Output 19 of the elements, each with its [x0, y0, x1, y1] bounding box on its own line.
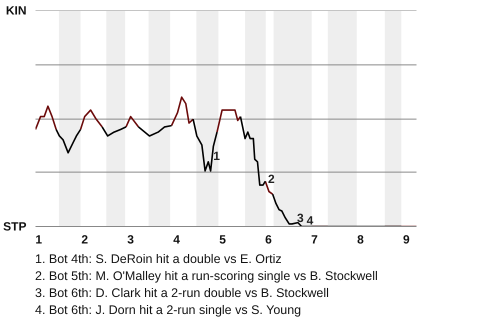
- text: 3. Bot 6th: D. Clark hit a 2-run double vs B. Stockwell: [35, 285, 330, 302]
- x-tick-label: 4: [173, 232, 180, 246]
- annotation: 4: [306, 214, 314, 228]
- ref-line-label: KIN: [6, 4, 27, 18]
- annotation: 3: [296, 210, 304, 225]
- text: 4. Bot 6th: J. Dorn hit a 2-run single vs S. Young: [35, 302, 302, 319]
- x-tick-label: 3: [127, 232, 134, 246]
- x-tick-label: 8: [357, 232, 364, 246]
- ref-line-label: STP: [3, 220, 27, 234]
- annotation: 2: [268, 172, 275, 186]
- x-tick-label: 7: [311, 232, 318, 246]
- text: 2. Bot 5th: M. O'Malley hit a run-scoring single vs B. Stockwell: [35, 268, 378, 285]
- text: 1. Bot 4th: S. DeRoin hit a double vs E. Ortiz: [35, 251, 283, 268]
- x-tick-label: 1: [35, 232, 42, 246]
- x-tick-label: 6: [265, 232, 272, 246]
- x-tick-label: 9: [403, 232, 410, 246]
- x-tick-label: 2: [81, 232, 88, 246]
- x-tick-label: 5: [219, 232, 226, 246]
- annotation: 1: [213, 148, 220, 163]
